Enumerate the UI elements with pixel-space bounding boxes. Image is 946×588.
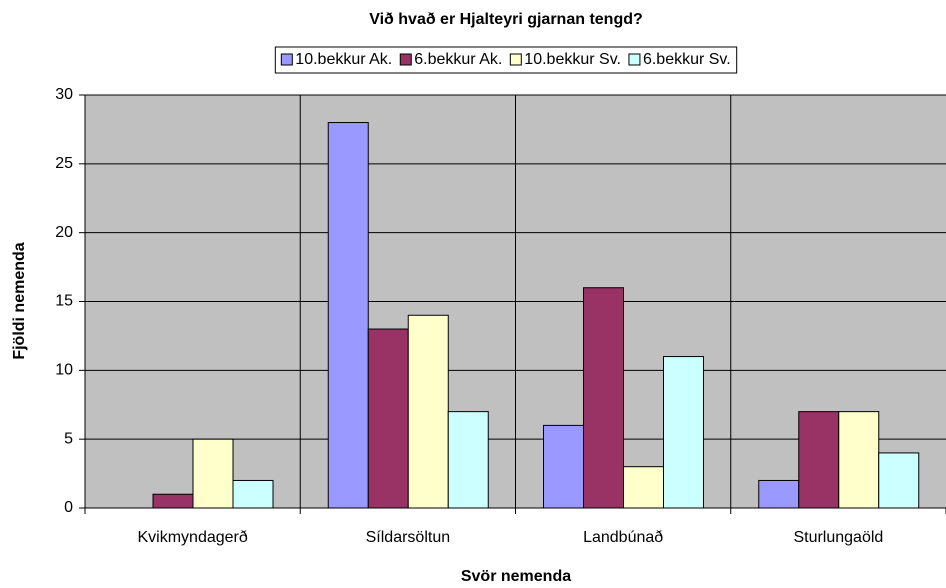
x-tick-label: Síldarsöltun [366, 529, 451, 546]
y-tick-label: 5 [64, 430, 73, 447]
legend-swatch [628, 53, 641, 66]
legend-swatch [280, 53, 293, 66]
legend-label: 10.bekkur Ak. [295, 51, 392, 68]
bar [758, 479, 800, 509]
bar [447, 411, 489, 509]
legend-label: 6.bekkur Sv. [643, 51, 731, 68]
legend-swatch [509, 53, 522, 66]
y-tick-label: 10 [55, 362, 73, 379]
bar [838, 411, 880, 509]
y-tick-label: 30 [55, 86, 73, 103]
legend-box [274, 46, 738, 74]
x-tick-label: Landbúnað [583, 529, 663, 546]
x-tick-label: Sturlungaöld [793, 529, 883, 546]
bar [623, 466, 664, 509]
bar [583, 287, 624, 509]
bar [543, 424, 584, 509]
x-tick-label: Kvikmyndagerð [137, 529, 247, 546]
legend-label: 10.bekkur Sv. [524, 51, 621, 68]
bar [232, 479, 274, 509]
legend-label: 6.bekkur Ak. [414, 51, 502, 68]
y-tick-label: 20 [55, 224, 73, 241]
bar [327, 122, 369, 509]
bar [878, 452, 920, 509]
chart-title: Við hvað er Hjalteyri gjarnan tengd? [369, 11, 643, 28]
bar [367, 328, 409, 509]
bar [192, 438, 234, 509]
bar [798, 411, 840, 509]
legend-swatch [399, 53, 412, 66]
x-axis-label: Svör nemenda [461, 568, 571, 585]
y-tick-label: 25 [55, 155, 73, 172]
y-tick-label: 15 [55, 293, 73, 310]
bar [407, 314, 449, 509]
y-tick-label: 0 [64, 499, 73, 516]
y-axis-label: Fjöldi nemenda [11, 242, 28, 359]
bar [152, 493, 194, 509]
bar [663, 356, 704, 509]
